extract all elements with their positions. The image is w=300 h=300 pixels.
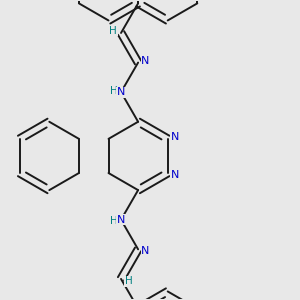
Text: N: N (117, 87, 125, 97)
Text: N: N (117, 215, 125, 225)
Text: N: N (141, 56, 150, 66)
Text: N: N (171, 169, 179, 179)
Text: H: H (110, 216, 118, 226)
Text: H: H (110, 26, 117, 36)
Text: H: H (110, 86, 118, 96)
Text: H: H (125, 276, 133, 286)
Text: N: N (141, 246, 150, 256)
Text: N: N (171, 132, 179, 142)
